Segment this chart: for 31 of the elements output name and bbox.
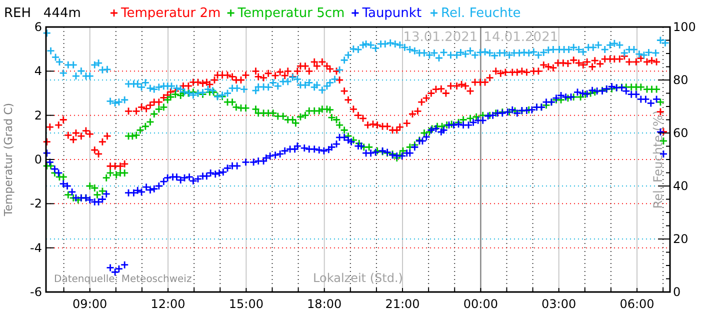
legend-label: Rel. Feuchte — [441, 6, 521, 21]
y-tick-label: -4 — [30, 240, 42, 255]
x-tick-label: 03:00 — [542, 297, 576, 311]
annotation: 14.01.2021 — [484, 30, 558, 45]
y-tick-label: -6 — [30, 285, 42, 299]
x-tick-label: 09:00 — [72, 297, 108, 311]
x-tick-label: 18:00 — [307, 297, 342, 311]
y-tick-label: -2 — [30, 196, 42, 211]
x-tick-label: 15:00 — [228, 297, 264, 311]
annotation: Datenquelle: Meteoschweiz — [54, 274, 192, 285]
y2-tick-label: 20 — [673, 232, 688, 246]
legend-label: Taupunkt — [361, 6, 422, 21]
y2-tick-label: 0 — [673, 285, 681, 299]
y2-tick-label: 40 — [673, 179, 688, 193]
x-tick-label: 00:00 — [463, 297, 498, 311]
annotation: 13.01.2021 — [403, 30, 478, 45]
legend-label: Temperatur 2m — [120, 6, 221, 21]
y-tick-label: 6 — [34, 20, 42, 34]
y2-tick-label: 80 — [673, 73, 688, 87]
y-tick-label: 4 — [34, 64, 42, 78]
y2-tick-label: 60 — [673, 126, 688, 140]
y-tick-label: 2 — [34, 108, 42, 122]
x-axis-title: Lokalzeit (Std.) — [313, 271, 403, 285]
y-axis-title: Temperatur (Grad C) — [2, 102, 15, 218]
y2-tick-label: 100 — [673, 20, 696, 34]
legend-label: Temperatur 5cm — [236, 6, 345, 21]
x-tick-label: 12:00 — [150, 297, 186, 311]
chart-title: REH 444m — [4, 6, 81, 21]
x-tick-label: 21:00 — [385, 297, 420, 311]
y-tick-label: 0 — [34, 152, 42, 166]
x-tick-label: 06:00 — [620, 297, 654, 311]
